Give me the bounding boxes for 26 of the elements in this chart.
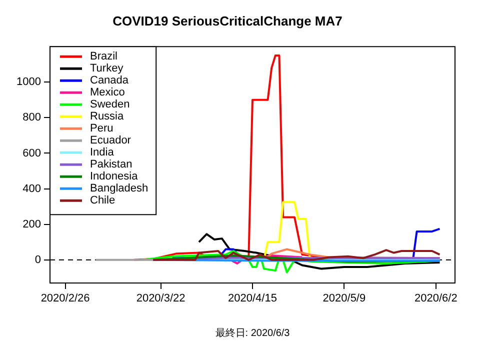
legend-label: Russia	[90, 110, 125, 123]
x-tick-label: 2020/5/9	[322, 292, 366, 305]
legend-label: Pakistan	[90, 158, 132, 171]
legend-label: Turkey	[90, 62, 124, 75]
y-tick-label: 800	[22, 112, 41, 124]
x-tick-label: 2020/3/22	[136, 292, 186, 305]
y-tick-label: 1000	[16, 76, 41, 88]
legend-label: Peru	[90, 122, 114, 135]
legend-label: Mexico	[90, 86, 125, 99]
legend-label: Bangladesh	[90, 182, 148, 195]
legend-label: Ecuador	[90, 134, 132, 147]
legend-label: Chile	[90, 194, 116, 207]
x-tick-label: 2020/4/15	[228, 292, 277, 305]
x-tick-label: 2020/6/2	[414, 292, 458, 305]
y-tick-label: 200	[22, 218, 41, 230]
legend-label: Sweden	[90, 98, 130, 111]
legend-label: Canada	[90, 74, 130, 87]
y-tick-label: 600	[22, 147, 41, 160]
x-tick-label: 2020/2/26	[40, 292, 90, 305]
chart-title: COVID19 SeriousCriticalChange MA7	[112, 13, 342, 28]
legend-label: India	[90, 146, 115, 159]
y-tick-label: 0	[34, 254, 41, 266]
y-tick-label: 400	[22, 182, 41, 195]
legend-label: Indonesia	[90, 170, 139, 183]
text: 最終日: 2020/6/3	[215, 327, 290, 339]
legend-label: Brazil	[90, 50, 118, 63]
